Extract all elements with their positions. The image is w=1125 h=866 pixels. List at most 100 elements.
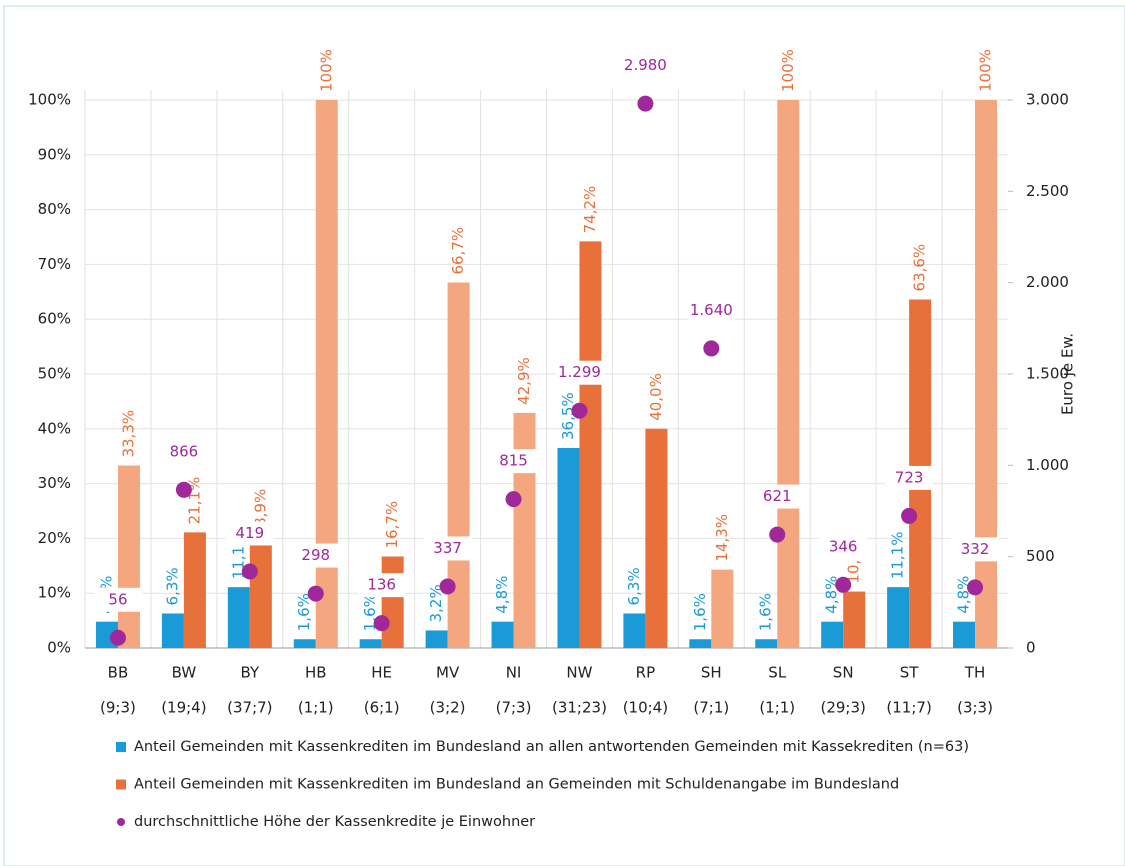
dot: [373, 615, 390, 632]
dot-label-bg: [555, 360, 604, 385]
dot: [637, 95, 654, 112]
y2-tick-label: 2.000: [1026, 273, 1069, 291]
bar: [645, 428, 668, 648]
bar: [579, 241, 602, 648]
bar: [821, 621, 844, 648]
bar: [689, 639, 712, 648]
dot-value-label: 1.299: [558, 363, 601, 381]
x-tick-sublabel: (29;3): [820, 699, 865, 717]
y-tick-label: 20%: [38, 529, 71, 547]
bar: [161, 613, 184, 648]
value-label: 33,3%: [119, 410, 137, 458]
y-tick-label: 70%: [38, 255, 71, 273]
bar: [315, 100, 338, 648]
x-tick-sublabel: (3;2): [430, 699, 466, 717]
legend-label: Anteil Gemeinden mit Kassenkrediten im B…: [134, 739, 969, 755]
bar: [117, 465, 140, 648]
bar: [293, 639, 316, 648]
dot: [769, 526, 786, 543]
legend-marker: [117, 818, 125, 826]
dot: [901, 507, 918, 524]
x-tick-label: SN: [833, 664, 854, 682]
x-tick-sublabel: (31;23): [552, 699, 607, 717]
legend-label: Anteil Gemeinden mit Kassenkrediten im B…: [134, 777, 899, 793]
x-tick-label: SH: [701, 664, 722, 682]
value-label: 14,3%: [713, 514, 731, 562]
bar: [359, 639, 382, 648]
value-label: 4,8%: [493, 576, 511, 614]
y2-tick-label: 2.500: [1026, 182, 1069, 200]
dot-label-bg: [489, 449, 538, 474]
bar: [557, 447, 580, 648]
y2-tick-label: 3.000: [1026, 91, 1069, 109]
value-label: 3,2%: [427, 584, 445, 622]
dot-label-bg: [423, 536, 472, 561]
dot-value-label: 298: [301, 546, 330, 564]
x-tick-sublabel: (37;7): [227, 699, 272, 717]
value-label: 100%: [977, 49, 995, 92]
bar: [183, 532, 206, 648]
dot: [439, 578, 456, 595]
bar: [425, 630, 448, 648]
x-tick-sublabel: (3;3): [957, 699, 993, 717]
x-tick-sublabel: (7;3): [496, 699, 532, 717]
dot-label-bg: [885, 465, 934, 490]
legend-marker: [116, 779, 126, 790]
y2-tick-label: 1.000: [1026, 456, 1069, 474]
dot-value-label: 815: [499, 452, 528, 470]
y-tick-label: 100%: [28, 91, 71, 109]
x-tick-label: SL: [768, 664, 787, 682]
x-tick-sublabel: (6;1): [364, 699, 400, 717]
dot-value-label: 2.980: [624, 56, 667, 74]
x-tick-sublabel: (1;1): [298, 699, 334, 717]
dot-value-label: 337: [433, 539, 462, 557]
value-label: 6,3%: [163, 567, 181, 605]
dot-label-bg: [93, 587, 142, 612]
dot-label-bg: [687, 298, 736, 323]
x-tick-label: BY: [241, 664, 260, 682]
value-label: 11,1%: [889, 532, 907, 580]
y2-axis-label: Euro je Ew.: [1059, 333, 1077, 415]
x-tick-sublabel: (9;3): [100, 699, 136, 717]
dot-value-label: 621: [763, 487, 792, 505]
dot: [571, 402, 588, 419]
value-label: 40,0%: [647, 373, 665, 421]
value-label: 1,6%: [295, 593, 313, 631]
value-label: 1,6%: [757, 593, 775, 631]
dot-value-label: 723: [895, 468, 924, 486]
value-label: 63,6%: [911, 244, 929, 292]
x-tick-label: BB: [108, 664, 129, 682]
x-tick-label: TH: [964, 664, 985, 682]
x-tick-sublabel: (7;1): [693, 699, 729, 717]
x-tick-label: HB: [305, 664, 327, 682]
y-tick-label: 50%: [38, 365, 71, 383]
y-tick-label: 90%: [38, 145, 71, 163]
dot-label-bg: [951, 537, 1000, 562]
x-tick-sublabel: (1;1): [759, 699, 795, 717]
y2-tick-label: 0: [1026, 639, 1036, 657]
dot-value-label: 56: [108, 590, 127, 608]
dot-value-label: 136: [367, 576, 396, 594]
dot: [175, 481, 192, 498]
legend-marker: [116, 742, 126, 752]
value-label: 42,9%: [515, 357, 533, 405]
value-label: 36,5%: [559, 392, 577, 440]
bar: [755, 639, 778, 648]
dot: [967, 579, 984, 596]
y-tick-label: 10%: [38, 584, 71, 602]
x-tick-label: RP: [636, 664, 655, 682]
y-tick-label: 60%: [38, 310, 71, 328]
bar: [227, 587, 250, 648]
x-tick-label: ST: [900, 664, 920, 682]
x-tick-label: MV: [436, 664, 460, 682]
dot: [703, 340, 720, 357]
bar: [777, 100, 800, 648]
value-label: 66,7%: [449, 227, 467, 275]
dot: [109, 629, 126, 646]
dot: [241, 563, 258, 580]
dot-label-bg: [159, 439, 208, 464]
dot-value-label: 332: [961, 540, 990, 558]
y2-tick-label: 1.500: [1026, 365, 1069, 383]
x-tick-sublabel: (10;4): [623, 699, 668, 717]
